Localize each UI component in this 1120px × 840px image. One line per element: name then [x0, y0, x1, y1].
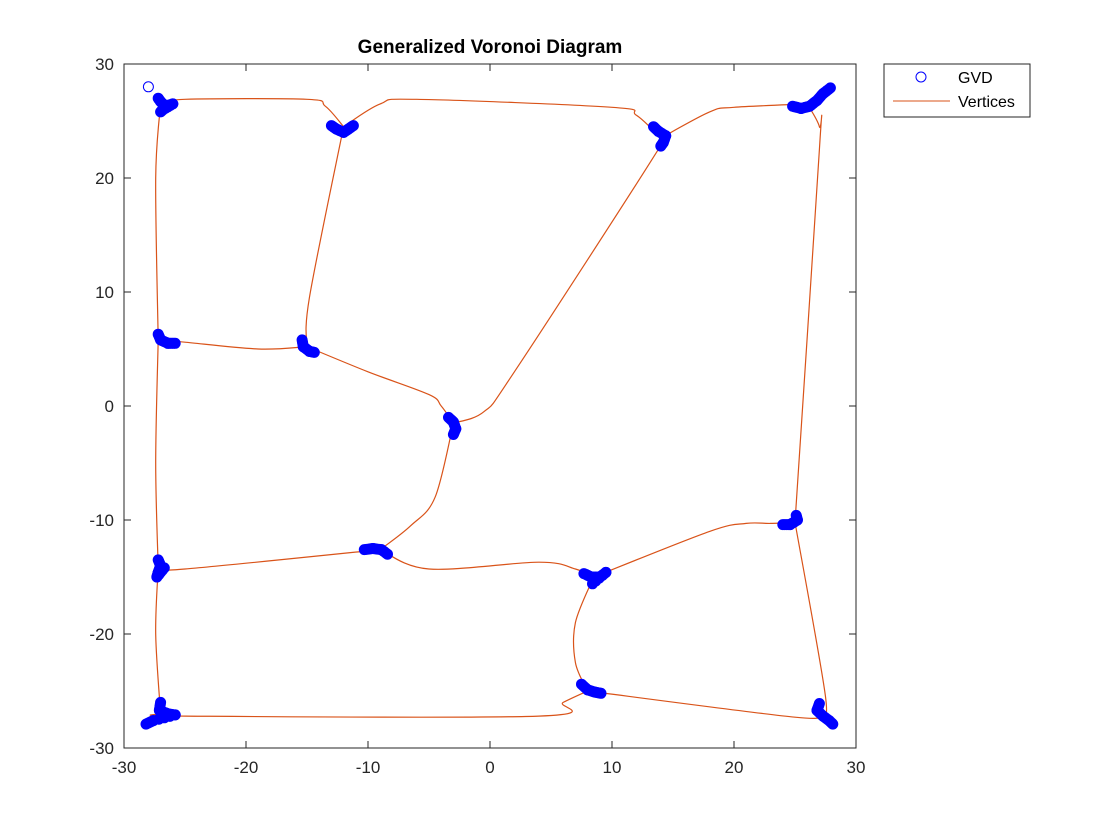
gvd-marker-cluster-12	[576, 678, 607, 699]
y-tick-label: 0	[105, 397, 114, 416]
gvd-point	[169, 337, 181, 349]
x-tick-label: -10	[356, 758, 381, 777]
gvd-marker-cluster-4	[787, 82, 836, 114]
gvd-marker-cluster-5	[152, 328, 181, 349]
vertices-edge-6	[155, 103, 162, 340]
vertices-edge-7	[305, 126, 345, 347]
gvd-point	[158, 562, 170, 574]
vertices-edge-10	[306, 346, 454, 424]
y-tick-label: -10	[89, 511, 114, 530]
legend-box	[883, 63, 1031, 118]
gvd-start-point	[142, 81, 154, 93]
vertices-edge-12	[155, 339, 159, 568]
gvd-marker-cluster-10	[358, 543, 393, 560]
vertices-edge-2	[343, 98, 662, 139]
x-tick-label: 30	[847, 758, 866, 777]
gvd-marker-cluster-1	[152, 92, 179, 118]
ticks-layer: -30 -20 -10 0 10 20 30 -30 -20 -10 0 10 20 30	[89, 55, 865, 777]
x-tick-label: 0	[485, 758, 494, 777]
gvd-marker-cluster-6	[296, 334, 320, 358]
x-tick-label: 10	[603, 758, 622, 777]
y-tick-label: 30	[95, 55, 114, 74]
gvd-point	[308, 346, 320, 358]
gvd-marker-cluster-9	[151, 554, 170, 583]
gvd-point	[824, 82, 836, 94]
y-tick-label: -20	[89, 625, 114, 644]
legend-gvd-label: GVD	[958, 70, 993, 87]
vertices-edge-5	[794, 103, 823, 523]
gvd-point	[595, 687, 607, 699]
gvd-point	[655, 140, 667, 152]
gvd-marker-cluster-14	[811, 698, 839, 730]
vertices-edge-15	[593, 521, 796, 578]
x-tick-label: -30	[112, 758, 137, 777]
y-tick-label: -30	[89, 739, 114, 758]
legend-vertices-label: Vertices	[958, 94, 1015, 111]
chart-title: Generalized Voronoi Diagram	[358, 37, 623, 58]
gvd-marker-cluster-2	[325, 120, 359, 138]
gvd-point	[140, 718, 152, 730]
y-tick-label: 20	[95, 169, 114, 188]
gvd-marker-cluster-8	[777, 509, 803, 531]
x-tick-label: -20	[234, 758, 259, 777]
plot-area: -30 -20 -10 0 10 20 30 -30 -20 -10 0 10 20 30	[89, 55, 865, 777]
gvd-point	[827, 718, 839, 730]
legend: GVD Vertices	[883, 63, 1031, 118]
gvd-marker-cluster-7	[443, 411, 462, 440]
gvd-point	[587, 578, 598, 590]
gvd-point	[347, 120, 359, 132]
x-tick-label: 20	[725, 758, 744, 777]
legend-gvd-marker	[915, 71, 927, 83]
gvd-marker-cluster-3	[648, 121, 672, 152]
markers-layer	[140, 81, 839, 730]
vertices-edge-3	[660, 103, 808, 139]
vertices-edge-11	[379, 422, 454, 551]
gvd-point	[155, 106, 167, 118]
gvd-point	[447, 429, 459, 440]
axes-box	[123, 63, 857, 749]
gvd-point	[790, 509, 802, 521]
gvd-marker-cluster-11	[578, 566, 612, 590]
y-tick-label: 10	[95, 283, 114, 302]
gvd-marker-cluster-13	[140, 696, 181, 730]
gvd-point	[382, 548, 393, 560]
